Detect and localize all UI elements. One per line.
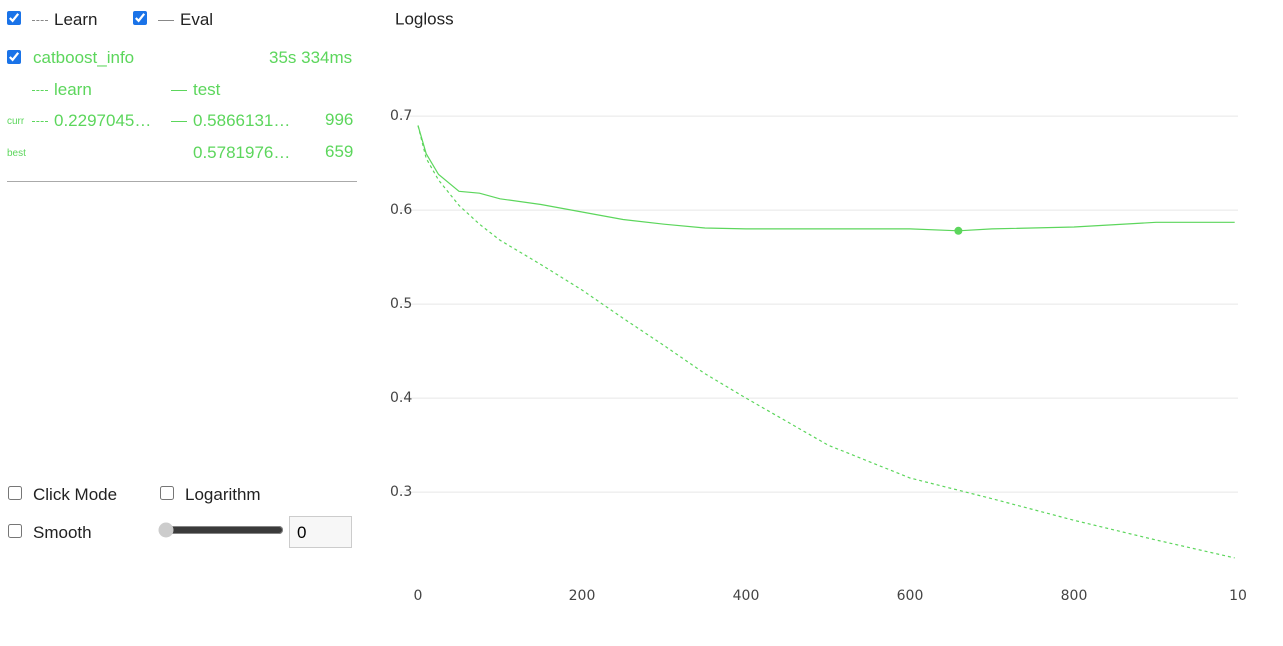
best-label: best [7, 148, 26, 159]
legend-learn-text: Learn [54, 10, 98, 29]
curr-iteration: 996 [325, 110, 354, 129]
smooth-label: Smooth [33, 523, 92, 542]
x-tick-label: 200 [569, 588, 596, 604]
eval-toggle[interactable] [133, 11, 147, 25]
x-tick-label: 10 [1229, 588, 1247, 604]
smooth-toggle[interactable] [8, 524, 22, 538]
col-test: test [171, 80, 220, 100]
y-tick-label: 0.7 [390, 108, 412, 124]
best-iteration: 659 [325, 142, 354, 161]
col-test-text: test [193, 80, 221, 99]
best-point [954, 226, 963, 235]
legend-learn: Learn [32, 10, 97, 30]
y-tick-label: 0.3 [390, 484, 412, 500]
curr-learn-text: 0.2297045… [54, 111, 152, 130]
curr-learn: 0.2297045… [32, 111, 151, 131]
curr-test-text: 0.5866131… [193, 111, 291, 130]
run-name: catboost_info [33, 48, 135, 67]
col-learn-text: learn [54, 80, 92, 99]
divider [7, 181, 357, 182]
click-mode-label: Click Mode [33, 485, 118, 504]
col-learn: learn [32, 80, 92, 100]
chart-title: Logloss [395, 9, 454, 28]
smooth-slider[interactable] [158, 522, 284, 538]
series-line [417, 125, 1235, 232]
x-tick-label: 800 [1061, 588, 1088, 604]
legend-eval: Eval [158, 10, 213, 30]
logarithm-label: Logarithm [185, 485, 261, 504]
curr-label: curr [7, 116, 25, 127]
learn-toggle[interactable] [7, 11, 21, 25]
smooth-value[interactable]: 0 [289, 516, 352, 548]
click-mode-toggle[interactable] [8, 486, 22, 500]
run-time: 35s 334ms [269, 48, 353, 67]
run-toggle[interactable] [7, 50, 21, 64]
series-line [417, 125, 1235, 559]
x-tick-label: 0 [414, 588, 423, 604]
x-tick-label: 400 [733, 588, 760, 604]
y-tick-label: 0.4 [390, 390, 412, 406]
y-tick-label: 0.5 [390, 296, 412, 312]
best-test: 0.5781976… [193, 143, 291, 162]
logarithm-toggle[interactable] [160, 486, 174, 500]
curr-test: 0.5866131… [171, 111, 290, 131]
legend-eval-text: Eval [180, 10, 214, 29]
x-tick-label: 600 [897, 588, 924, 604]
y-tick-label: 0.6 [390, 202, 412, 218]
